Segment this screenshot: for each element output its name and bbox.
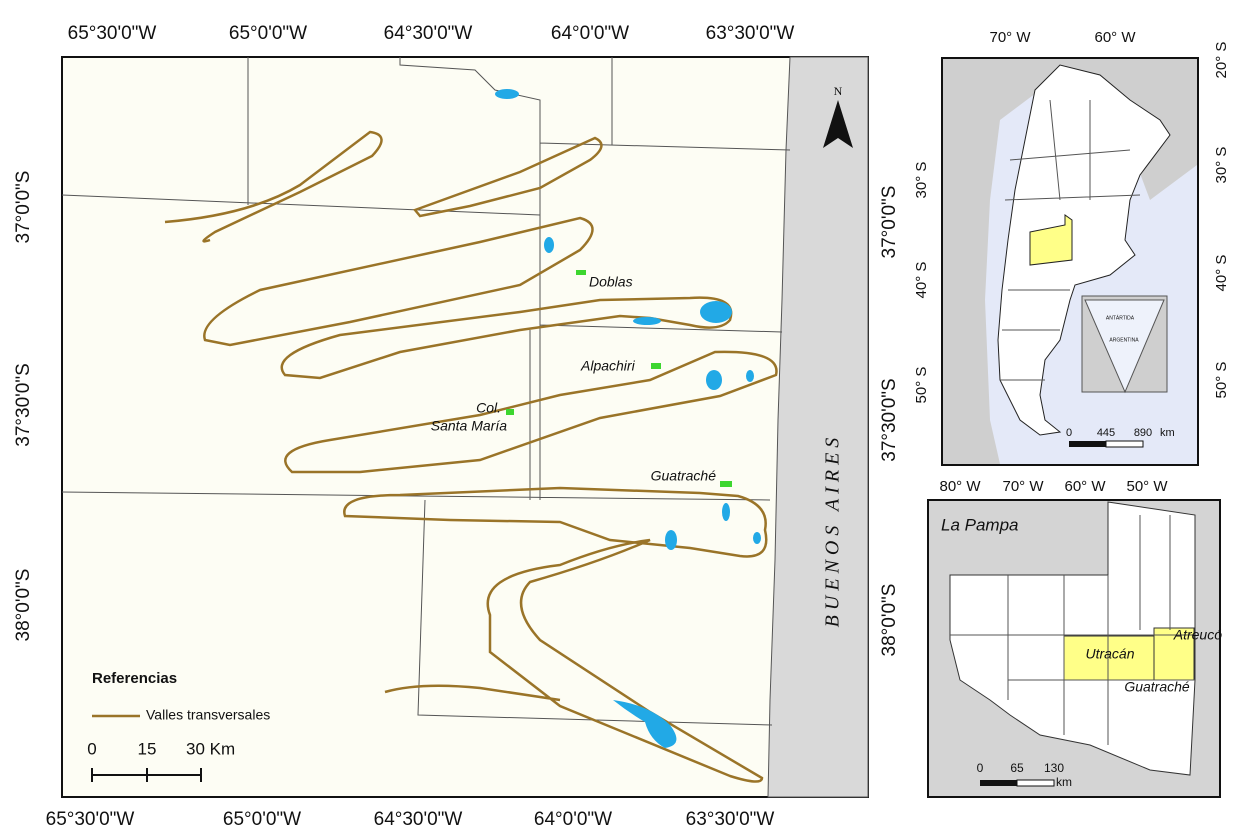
coordinate-label: 50° W — [1126, 478, 1168, 495]
coordinate-label: 30° S — [913, 162, 930, 199]
valley — [384, 538, 764, 783]
valley — [412, 136, 603, 218]
scale-label: 15 — [138, 739, 157, 758]
scale-label: 30 Km — [186, 739, 235, 758]
legend-box — [85, 660, 315, 780]
lake — [722, 503, 730, 521]
lake — [753, 532, 761, 544]
antarctic-label: ANTÁRTIDA — [1106, 314, 1135, 321]
coordinate-label: 20° S — [1213, 42, 1230, 79]
coordinate-label: 64°30'0"W — [384, 23, 473, 44]
north-arrow — [823, 100, 853, 148]
department-boundaries — [61, 57, 791, 726]
coordinate-label: 65°30'0"W — [46, 809, 135, 830]
coordinate-label: 65°0'0"W — [223, 809, 301, 830]
coordinate-label: 38°0'0"S — [13, 569, 34, 642]
main-map — [61, 56, 869, 798]
coordinate-label: 50° S — [913, 367, 930, 404]
coordinate-label: 37°30'0"S — [879, 378, 900, 461]
province-boundaries — [1000, 99, 1141, 381]
coordinate-label: 65°0'0"W — [229, 23, 307, 44]
la-pampa-inset — [927, 499, 1221, 798]
lake — [706, 370, 722, 390]
place-label: Alpachiri — [580, 358, 636, 374]
coordinate-label: 40° S — [913, 262, 930, 299]
coordinate-label: 63°30'0"W — [686, 809, 775, 830]
scale-label: 0 — [87, 739, 96, 758]
lake — [544, 237, 554, 253]
department-boundaries — [950, 515, 1195, 745]
legend-title: Referencias — [92, 670, 177, 687]
town-marker — [506, 409, 514, 415]
legend-label: Valles transversales — [146, 707, 270, 723]
place-label: Guatraché — [651, 468, 717, 484]
coordinate-label: 63°30'0"W — [706, 23, 795, 44]
scale-label: 445 — [1097, 427, 1115, 439]
department-label: Atreucó — [1173, 627, 1222, 643]
scale-label: 890 — [1134, 427, 1152, 439]
coordinate-label: 37°0'0"S — [13, 171, 34, 244]
scale-label: km — [1056, 775, 1072, 789]
place-label: Santa María — [431, 418, 507, 434]
lake — [613, 700, 677, 748]
coordinate-label: 80° W — [939, 478, 981, 495]
lake — [665, 530, 677, 550]
coordinate-label: 60° W — [1064, 478, 1106, 495]
argentina-inset — [941, 57, 1199, 466]
coordinate-label: 65°30'0"W — [68, 23, 157, 44]
coordinate-label: 64°30'0"W — [374, 809, 463, 830]
lake — [700, 301, 732, 323]
place-label: Doblas — [589, 274, 633, 290]
scale-bar — [1105, 440, 1144, 448]
antarctic-sector — [1084, 299, 1165, 394]
la-pampa-highlight — [1029, 214, 1073, 266]
coordinate-label: 70° W — [989, 29, 1031, 46]
coordinate-label: 40° S — [1213, 255, 1230, 292]
place-label: Col. — [476, 400, 501, 416]
scale-bar — [91, 768, 202, 782]
valley — [284, 350, 778, 474]
scale-label: km — [1160, 427, 1175, 439]
lake — [746, 370, 754, 382]
scale-label: 0 — [977, 761, 984, 775]
coordinate-label: 37°0'0"S — [879, 186, 900, 259]
town-marker — [651, 363, 661, 369]
department-label: Guatraché — [1124, 679, 1190, 695]
valley — [280, 296, 733, 380]
valley — [343, 486, 768, 558]
valley — [203, 216, 594, 347]
scale-bar — [1016, 779, 1055, 787]
town-marker — [576, 270, 586, 275]
inset-title: La Pampa — [941, 515, 1019, 534]
coordinate-label: 30° S — [1213, 147, 1230, 184]
coordinate-label: 60° W — [1094, 29, 1136, 46]
town-marker — [720, 481, 732, 487]
lake — [633, 317, 661, 325]
coordinate-label: 37°30'0"S — [13, 363, 34, 446]
neighbour-land — [943, 59, 1197, 464]
atreuco-guatrache-highlight — [1153, 627, 1195, 681]
department-label: Utracán — [1085, 646, 1134, 662]
coordinate-label: 38°0'0"S — [879, 584, 900, 657]
coordinate-label: 64°0'0"W — [551, 23, 629, 44]
scale-bar — [1069, 441, 1106, 447]
lakes — [495, 89, 761, 748]
coordinate-label: 64°0'0"W — [534, 809, 612, 830]
antarctic-label: ARGENTINA — [1109, 337, 1139, 343]
coordinate-label: 70° W — [1002, 478, 1044, 495]
lake — [495, 89, 519, 99]
scale-bar — [980, 780, 1017, 786]
buenos-aires-area — [767, 56, 869, 798]
scale-label: 65 — [1010, 761, 1024, 775]
coordinate-label: 50° S — [1213, 362, 1230, 399]
scale-label: 0 — [1066, 427, 1072, 439]
province-label: BUENOS AIRES — [822, 433, 844, 628]
scale-label: 130 — [1044, 761, 1064, 775]
north-label: N — [834, 84, 843, 98]
valley — [164, 130, 383, 243]
